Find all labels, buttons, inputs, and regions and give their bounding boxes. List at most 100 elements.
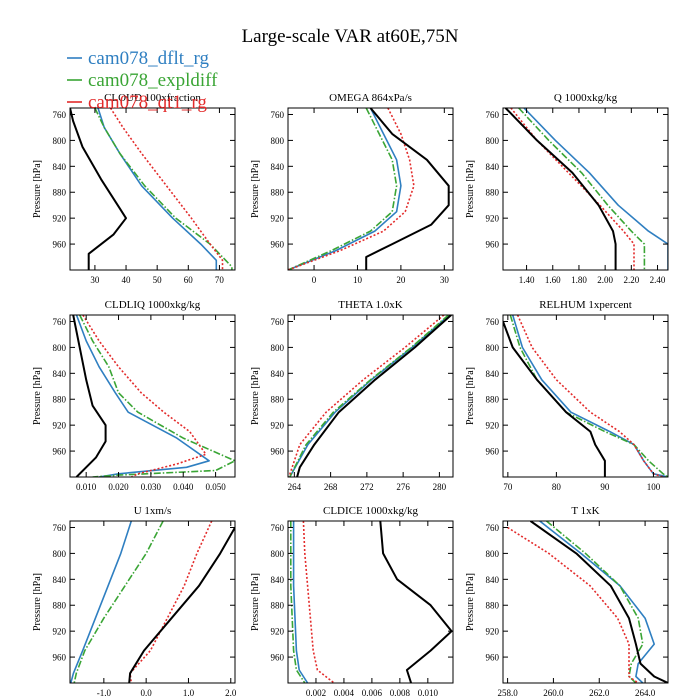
y-axis-label: Pressure [hPa] (250, 160, 261, 218)
y-tick-label: 960 (271, 653, 285, 663)
series-line-4 (296, 315, 452, 477)
series-line-4 (529, 521, 668, 683)
panel-6: 760 800 840 880 920 960 70 80 90 100 RELHUM 1xperc… (465, 299, 669, 492)
plot-frame (69, 107, 236, 271)
series-line-4 (503, 321, 606, 477)
y-tick-label: 920 (486, 421, 500, 431)
y-tick-label: 880 (486, 188, 500, 198)
x-tick-label: 60 (184, 275, 194, 285)
series-line-2 (78, 315, 235, 477)
plot-frame (502, 107, 669, 271)
x-tick-label: 262.0 (589, 688, 610, 698)
series-line-4 (504, 108, 617, 270)
x-tick-label: 70 (215, 275, 225, 285)
x-tick-label: 1.60 (545, 275, 561, 285)
y-tick-label: 800 (271, 343, 285, 353)
legend-label: cam078_expldiff (88, 70, 218, 91)
series-group (72, 315, 235, 477)
panel-title: THETA 1.0xK (338, 299, 403, 311)
x-tick-label: 1.80 (571, 275, 587, 285)
series-line-1 (292, 521, 309, 683)
y-tick-label: 880 (486, 395, 500, 405)
x-tick-label: 1.0 (183, 688, 195, 698)
series-group (503, 315, 668, 477)
y-axis-label: Pressure [hPa] (465, 573, 476, 631)
series-line-2 (545, 521, 644, 683)
y-tick-label: 800 (486, 549, 500, 559)
series-line-3 (82, 315, 207, 477)
x-tick-label: 90 (600, 482, 610, 492)
x-tick-label: 0.0 (141, 688, 153, 698)
y-axis-label: Pressure [hPa] (32, 367, 43, 425)
y-tick-label: 840 (53, 162, 67, 172)
x-tick-label: 70 (503, 482, 513, 492)
legend-label: cam078_dflt_rg (88, 48, 210, 69)
series-line-4 (70, 108, 127, 270)
y-tick-label: 760 (53, 317, 67, 327)
y-tick-label: 880 (53, 601, 67, 611)
y-tick-label: 760 (53, 110, 67, 120)
series-line-1 (539, 521, 656, 683)
series-line-3 (302, 521, 335, 683)
y-tick-label: 960 (53, 447, 67, 457)
y-tick-label: 840 (486, 162, 500, 172)
y-axis-label: Pressure [hPa] (465, 160, 476, 218)
y-tick-label: 960 (53, 240, 67, 250)
y-tick-label: 920 (486, 627, 500, 637)
y-tick-label: 760 (271, 317, 285, 327)
series-group (70, 108, 233, 270)
y-tick-label: 840 (271, 162, 285, 172)
x-tick-label: 2.00 (597, 275, 613, 285)
x-tick-label: 100 (647, 482, 661, 492)
series-group (288, 315, 452, 477)
y-tick-label: 960 (53, 653, 67, 663)
y-tick-label: 880 (271, 188, 285, 198)
series-line-4 (72, 315, 107, 477)
y-tick-label: 840 (486, 369, 500, 379)
series-line-2 (518, 108, 646, 270)
series-group (288, 108, 450, 270)
y-tick-label: 920 (53, 627, 67, 637)
x-tick-label: 258.0 (497, 688, 518, 698)
legend-label: cam078_qt1_rg (88, 92, 207, 113)
y-tick-label: 880 (53, 188, 67, 198)
y-tick-label: 880 (486, 601, 500, 611)
series-line-1 (75, 315, 210, 477)
series-line-3 (288, 108, 415, 270)
y-tick-label: 840 (271, 575, 285, 585)
x-tick-label: 272 (360, 482, 374, 492)
y-tick-label: 960 (271, 447, 285, 457)
series-line-3 (109, 108, 224, 270)
y-tick-label: 880 (53, 395, 67, 405)
y-tick-label: 920 (486, 214, 500, 224)
x-tick-label: 0.010 (418, 688, 439, 698)
x-tick-label: 40 (122, 275, 132, 285)
y-tick-label: 960 (486, 240, 500, 250)
y-tick-label: 840 (271, 369, 285, 379)
y-tick-label: 760 (486, 317, 500, 327)
series-line-2 (289, 315, 450, 477)
plot-frame (287, 520, 454, 684)
y-tick-label: 960 (486, 653, 500, 663)
series-group (504, 108, 668, 270)
plot-frame (502, 520, 669, 684)
series-line-3 (129, 521, 213, 683)
series-line-4 (365, 108, 450, 270)
x-tick-label: 276 (396, 482, 410, 492)
x-tick-label: 260.0 (543, 688, 564, 698)
x-tick-label: 264 (288, 482, 302, 492)
x-tick-label: 1.40 (519, 275, 535, 285)
x-tick-label: 0.008 (390, 688, 411, 698)
x-tick-label: 0.050 (205, 482, 226, 492)
series-line-2 (94, 108, 233, 270)
panel-title: CLDLIQ 1000xkg/kg (105, 299, 201, 311)
series-line-3 (288, 315, 445, 477)
series-line-2 (289, 521, 306, 683)
x-tick-label: 0.020 (108, 482, 129, 492)
series-line-4 (379, 521, 453, 683)
y-tick-label: 760 (486, 523, 500, 533)
series-line-1 (97, 108, 218, 270)
panel-2: 760 800 840 880 920 960 0 10 20 30 OMEGA 864xPa/s P… (250, 92, 454, 285)
y-tick-label: 920 (271, 214, 285, 224)
y-tick-label: 880 (271, 395, 285, 405)
